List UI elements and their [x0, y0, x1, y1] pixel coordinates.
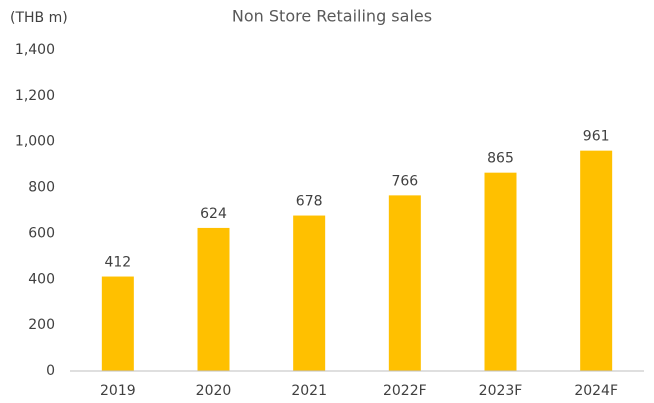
bar: [197, 227, 230, 371]
bar: [484, 172, 517, 371]
x-tick-label: 2022F: [383, 383, 427, 399]
data-label: 412: [104, 255, 131, 271]
bar: [388, 195, 421, 371]
bar: [580, 150, 613, 371]
y-tick-label: 200: [28, 317, 55, 333]
data-label: 865: [487, 151, 514, 167]
x-tick-label: 2019: [100, 383, 136, 399]
y-axis-label: (THB m): [10, 10, 68, 26]
y-tick-label: 800: [28, 180, 55, 196]
x-tick-label: 2023F: [479, 383, 523, 399]
data-label: 678: [296, 194, 323, 210]
bar: [101, 276, 134, 371]
x-tick-label: 2021: [291, 383, 327, 399]
chart-title: Non Store Retailing sales: [232, 7, 432, 26]
y-tick-label: 0: [46, 363, 55, 379]
bar: [293, 215, 326, 371]
y-tick-label: 1,200: [15, 88, 55, 104]
data-label: 624: [200, 206, 227, 222]
y-tick-label: 1,000: [15, 134, 55, 150]
y-tick-label: 600: [28, 225, 55, 241]
x-tick-label: 2020: [196, 383, 232, 399]
data-label: 961: [583, 129, 610, 145]
y-tick-label: 400: [28, 271, 55, 287]
data-label: 766: [391, 173, 418, 189]
y-tick-label: 1,400: [15, 42, 55, 58]
x-tick-label: 2024F: [574, 383, 618, 399]
